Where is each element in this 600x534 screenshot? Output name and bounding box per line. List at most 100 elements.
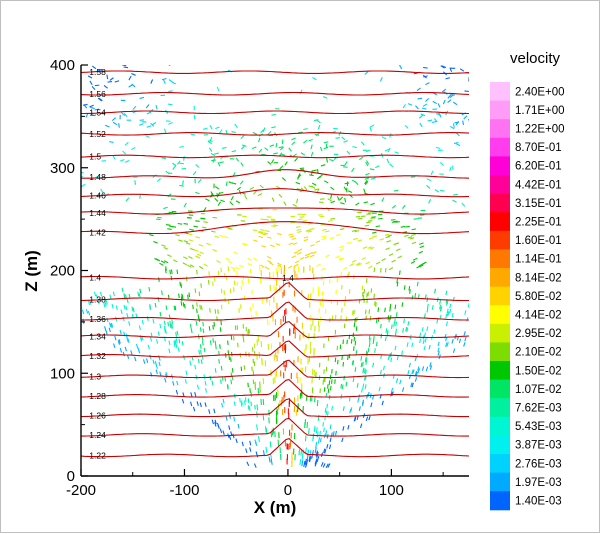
velocity-vector — [199, 350, 200, 354]
velocity-vector — [392, 325, 393, 329]
velocity-vector — [201, 306, 202, 310]
velocity-vector — [195, 221, 199, 222]
velocity-vector — [196, 321, 197, 325]
legend-swatch — [490, 287, 510, 306]
velocity-vector — [308, 223, 312, 224]
legend-label: 1.97E-03 — [515, 477, 562, 489]
velocity-vector — [385, 308, 386, 312]
velocity-vector — [232, 368, 233, 372]
velocity-vector — [375, 301, 376, 305]
velocity-vector — [373, 363, 374, 367]
velocity-vector — [341, 384, 342, 388]
velocity-vector — [357, 383, 358, 387]
legend-label: 3.87E-03 — [515, 440, 562, 452]
contour-label: 1.28 — [89, 391, 106, 401]
legend-swatch — [490, 361, 510, 380]
velocity-vector — [381, 334, 382, 338]
velocity-vector — [220, 344, 221, 348]
velocity-vector — [203, 341, 204, 345]
legend-swatch — [490, 101, 510, 120]
velocity-vector — [181, 297, 182, 301]
velocity-vector — [450, 95, 454, 96]
velocity-vector — [204, 348, 205, 352]
velocity-vector — [412, 295, 413, 299]
velocity-vector — [404, 319, 405, 323]
velocity-vector — [415, 293, 416, 297]
velocity-vector — [203, 329, 204, 333]
velocity-vector — [328, 411, 329, 415]
velocity-vector — [327, 404, 328, 408]
velocity-vector — [248, 399, 249, 403]
velocity-vector — [249, 406, 250, 410]
velocity-vector — [161, 95, 165, 96]
legend-label: 6.20E-01 — [515, 161, 562, 173]
velocity-vector — [170, 270, 171, 274]
velocity-vector — [210, 340, 211, 344]
velocity-vector — [158, 297, 159, 301]
velocity-vector — [409, 286, 410, 290]
legend-title: velocity — [510, 50, 561, 67]
legend-swatch — [490, 212, 510, 231]
legend-swatch — [490, 454, 510, 473]
y-tick-label: 0 — [67, 468, 75, 485]
velocity-vector — [188, 295, 189, 299]
legend-label: 2.25E-01 — [515, 217, 562, 229]
velocity-vector — [394, 190, 398, 191]
velocity-vector — [180, 282, 181, 286]
velocity-vector — [248, 405, 249, 409]
contour-label: 1.5 — [89, 151, 101, 161]
velocity-vector — [348, 355, 349, 359]
velocity-vector — [189, 293, 190, 297]
velocity-vector — [202, 336, 203, 340]
velocity-vector — [375, 348, 376, 352]
velocity-vector — [203, 322, 204, 326]
velocity-vector — [200, 305, 201, 309]
legend-label: 2.10E-02 — [515, 347, 562, 359]
velocity-vector — [185, 304, 186, 308]
velocity-vector — [365, 357, 366, 361]
x-tick-label: 100 — [379, 482, 404, 499]
contour-label: 1.34 — [89, 331, 106, 341]
velocity-vector — [365, 225, 369, 226]
legend-swatch — [490, 268, 510, 287]
velocity-vector — [314, 426, 315, 432]
velocity-vector — [161, 158, 165, 159]
velocity-vector — [198, 314, 199, 318]
velocity-vector — [299, 449, 300, 455]
legend-swatch — [490, 231, 510, 250]
velocity-vector — [201, 350, 202, 354]
legend-swatch — [490, 194, 510, 213]
velocity-vector — [325, 408, 326, 412]
velocity-vector — [190, 324, 191, 328]
legend-label: 1.71E+00 — [515, 105, 565, 117]
color-legend: 2.40E+001.71E+001.22E+008.70E-016.20E-01… — [490, 82, 565, 510]
velocity-vector — [320, 199, 324, 200]
velocity-vector — [376, 302, 377, 306]
contour-label: 1.32 — [89, 351, 106, 361]
velocity-vector — [385, 268, 386, 272]
velocity-vector — [119, 123, 120, 127]
legend-label: 7.62E-03 — [515, 403, 562, 415]
velocity-vector — [454, 122, 458, 123]
velocity-vector — [405, 226, 409, 227]
velocity-vector — [376, 342, 377, 346]
velocity-vector — [174, 306, 175, 310]
velocity-vector — [225, 377, 226, 381]
velocity-vector — [410, 289, 411, 293]
velocity-vector — [178, 224, 182, 225]
velocity-vector — [374, 336, 375, 340]
velocity-vector — [324, 428, 325, 432]
contour-label: 1.26 — [89, 410, 106, 420]
velocity-vector — [370, 316, 371, 320]
legend-swatch — [490, 473, 510, 492]
velocity-vector — [240, 398, 241, 402]
velocity-vector — [228, 350, 229, 354]
velocity-vector — [213, 325, 214, 329]
velocity-vector — [214, 322, 215, 326]
velocity-vector — [203, 222, 207, 223]
velocity-vector — [417, 282, 418, 286]
velocity-vector — [168, 91, 172, 92]
velocity-vector — [354, 337, 355, 341]
velocity-vector — [181, 301, 182, 305]
legend-label: 4.14E-02 — [515, 310, 562, 322]
